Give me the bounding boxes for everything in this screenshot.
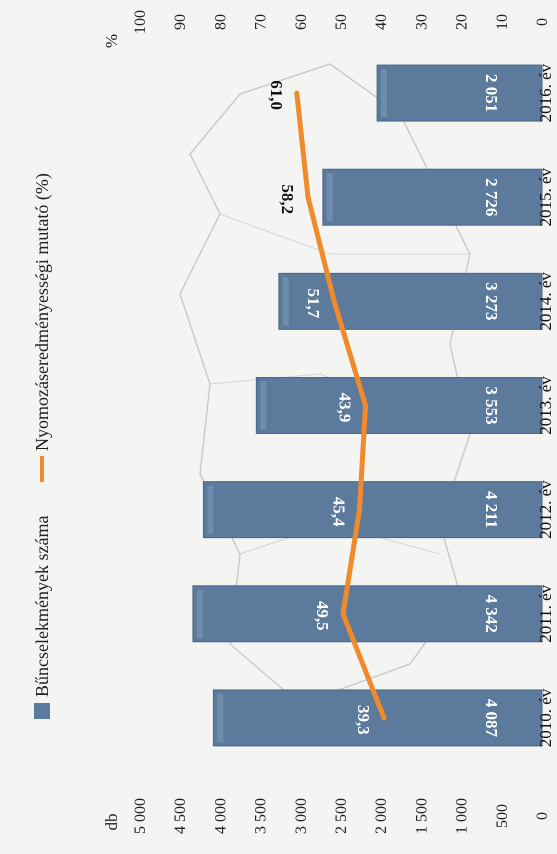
bar-highlight <box>207 485 214 534</box>
line-value-label: 61,0 <box>267 80 286 110</box>
x-tick-label: 2015. év <box>536 167 555 226</box>
line-value-label: 51,7 <box>304 288 323 318</box>
y-right-tick: 30 <box>413 14 430 30</box>
bar-highlight <box>260 381 267 430</box>
bars-group <box>192 64 543 747</box>
bar <box>202 481 543 539</box>
bar <box>255 377 543 434</box>
bar-value-label: 4 087 <box>482 699 501 738</box>
line-value-label: 58,2 <box>278 184 297 214</box>
y-right-tick: 50 <box>333 14 350 30</box>
y-left-tick: 3 500 <box>253 798 270 834</box>
bar-value-label: 4 211 <box>482 491 501 528</box>
y-right-unit: % <box>102 34 121 48</box>
bar-labels-group: 4 087 4 342 4 211 3 553 3 273 2 726 2 051 <box>482 74 501 738</box>
line-value-label: 39,3 <box>354 705 373 735</box>
y-left-unit: db <box>102 814 121 831</box>
y-right-tick: 20 <box>454 14 471 30</box>
bar <box>278 272 543 330</box>
bar-value-label: 3 273 <box>482 282 501 320</box>
x-tick-label: 2014. év <box>536 272 555 331</box>
bar <box>212 689 543 747</box>
y-right-tick: 90 <box>172 14 189 30</box>
y-left-tick: 5 000 <box>132 798 149 834</box>
bar-value-label: 2 051 <box>482 74 501 112</box>
legend-label-line: Nyomozáseredményességi mutató (%) <box>32 173 53 451</box>
y-right-tick: 0 <box>534 18 551 26</box>
y-left-tick: 1 000 <box>454 798 471 834</box>
x-tick-label: 2010. év <box>536 688 555 747</box>
y-left-tick: 2 500 <box>333 798 350 834</box>
line-value-label: 45,4 <box>329 497 348 527</box>
y-left-tick: 0 <box>534 812 551 820</box>
y-left-tick: 500 <box>494 804 511 828</box>
y-right-tick: 60 <box>293 14 310 30</box>
line-series <box>294 90 387 721</box>
legend: Bűncselekmények száma Nyomozáseredményes… <box>32 173 53 719</box>
bar-highlight <box>282 277 289 326</box>
y-left-tick: 2 000 <box>373 798 390 834</box>
y-left-ticks: 0 500 1 000 1 500 2 000 2 500 3 000 3 500 4 000 4… <box>132 798 551 834</box>
bar-highlight <box>381 69 388 118</box>
bar-value-label: 4 342 <box>482 595 501 633</box>
bar-highlight <box>326 173 333 222</box>
y-left-tick: 4 500 <box>172 798 189 834</box>
x-tick-label: 2016. év <box>536 63 555 122</box>
bar <box>376 64 543 122</box>
x-tick-label: 2013. év <box>536 376 555 435</box>
x-tick-label: 2012. év <box>536 480 555 539</box>
y-right-tick: 40 <box>373 14 390 30</box>
legend-swatch-bars <box>34 703 50 719</box>
y-right-tick: 70 <box>253 14 270 30</box>
y-left-tick: 4 000 <box>212 798 229 834</box>
x-ticks: 2010. év 2011. év 2012. év 2013. év 2014. év… <box>536 63 555 747</box>
bar <box>192 585 543 643</box>
line-series-group: 39,3 49,5 45,4 43,9 51,7 58,2 61,0 <box>267 80 387 735</box>
bar-highlight <box>217 693 224 742</box>
y-right-tick: 100 <box>132 10 149 34</box>
y-right-ticks: 0 10 20 30 40 50 60 70 80 90 100 <box>132 10 551 34</box>
y-right-tick: 80 <box>212 14 229 30</box>
bar <box>322 168 543 226</box>
y-left-tick: 3 000 <box>293 798 310 834</box>
legend-label-bars: Bűncselekmények száma <box>32 516 52 697</box>
x-tick-label: 2011. év <box>536 584 555 642</box>
line-value-label: 49,5 <box>313 601 332 631</box>
line-value-label: 43,9 <box>336 393 355 423</box>
bar-value-label: 2 726 <box>482 178 501 216</box>
y-left-tick: 1 500 <box>413 798 430 834</box>
bar-highlight <box>196 589 203 638</box>
y-right-tick: 10 <box>494 14 511 30</box>
bar-value-label: 3 553 <box>482 386 501 424</box>
